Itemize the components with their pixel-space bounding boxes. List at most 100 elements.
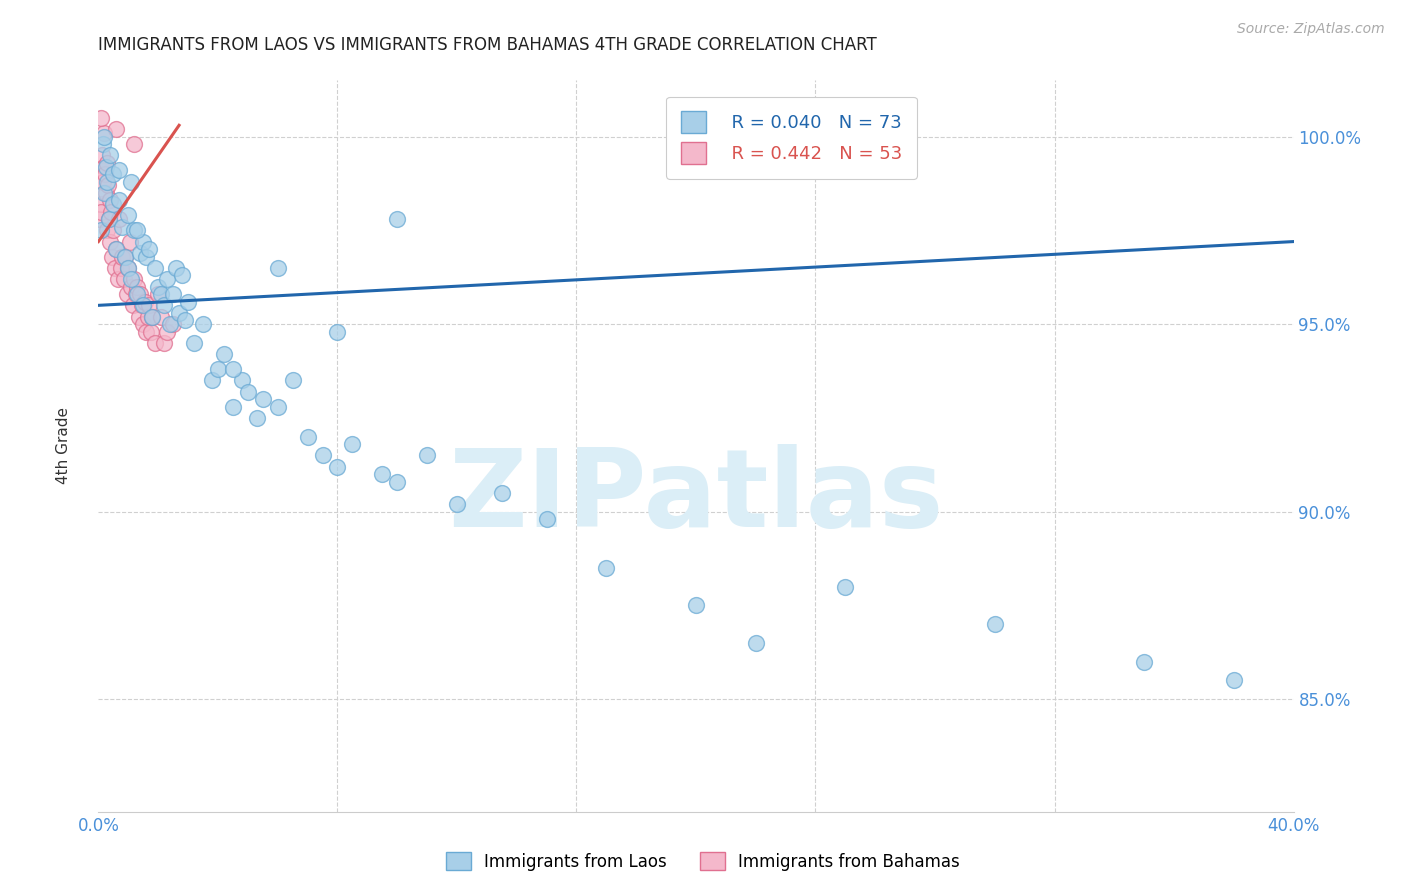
Point — [745, 636, 768, 650]
Point — [104, 260, 127, 275]
Point — [141, 310, 163, 324]
Point — [105, 242, 128, 256]
Legend:   R = 0.040   N = 73,   R = 0.442   N = 53: R = 0.040 N = 73, R = 0.442 N = 53 — [666, 96, 917, 178]
Point — [107, 272, 129, 286]
Point — [90, 223, 112, 237]
Point — [93, 129, 115, 144]
Point — [416, 449, 439, 463]
Point — [97, 178, 120, 193]
Point — [135, 325, 157, 339]
Point — [105, 242, 128, 256]
Point — [94, 167, 117, 181]
Point — [117, 260, 139, 275]
Point — [984, 617, 1007, 632]
Point — [281, 373, 304, 387]
Point — [162, 317, 184, 331]
Point — [139, 325, 162, 339]
Point — [267, 400, 290, 414]
Point — [1133, 655, 1156, 669]
Point — [385, 475, 409, 489]
Point — [222, 362, 245, 376]
Point — [103, 167, 125, 181]
Point — [172, 268, 194, 283]
Point — [148, 287, 170, 301]
Point — [131, 298, 153, 312]
Text: Source: ZipAtlas.com: Source: ZipAtlas.com — [1237, 22, 1385, 37]
Point — [177, 294, 200, 309]
Point — [595, 561, 617, 575]
Point — [212, 347, 235, 361]
Text: IMMIGRANTS FROM LAOS VS IMMIGRANTS FROM BAHAMAS 4TH GRADE CORRELATION CHART: IMMIGRANTS FROM LAOS VS IMMIGRANTS FROM … — [98, 36, 877, 54]
Point — [117, 260, 139, 275]
Point — [153, 298, 176, 312]
Point — [93, 160, 115, 174]
Point — [129, 287, 152, 301]
Point — [342, 437, 364, 451]
Point — [252, 392, 274, 406]
Point — [222, 400, 245, 414]
Point — [128, 310, 150, 324]
Point — [297, 429, 319, 443]
Point — [326, 325, 349, 339]
Point — [118, 235, 141, 249]
Point — [132, 235, 155, 249]
Point — [446, 497, 468, 511]
Point — [138, 298, 160, 312]
Point — [491, 486, 513, 500]
Point — [150, 310, 173, 324]
Point — [326, 459, 349, 474]
Point — [536, 512, 558, 526]
Point — [103, 223, 125, 237]
Point — [90, 111, 112, 125]
Text: ZIPatlas: ZIPatlas — [449, 444, 943, 550]
Point — [124, 223, 146, 237]
Point — [96, 175, 118, 189]
Point — [311, 449, 333, 463]
Point — [111, 219, 134, 234]
Point — [236, 384, 259, 399]
Point — [91, 175, 114, 189]
Point — [97, 212, 120, 227]
Point — [117, 208, 139, 222]
Point — [90, 204, 112, 219]
Legend: Immigrants from Laos, Immigrants from Bahamas: Immigrants from Laos, Immigrants from Ba… — [437, 844, 969, 880]
Point — [114, 250, 136, 264]
Point — [685, 599, 707, 613]
Point — [124, 272, 146, 286]
Point — [120, 272, 142, 286]
Point — [201, 373, 224, 387]
Point — [120, 279, 142, 293]
Point — [108, 163, 131, 178]
Point — [124, 136, 146, 151]
Point — [267, 260, 290, 275]
Point — [167, 306, 190, 320]
Point — [110, 260, 132, 275]
Point — [112, 272, 135, 286]
Point — [111, 250, 134, 264]
Point — [207, 362, 229, 376]
Point — [143, 335, 166, 350]
Point — [91, 148, 114, 162]
Point — [143, 260, 166, 275]
Point — [90, 197, 112, 211]
Point — [94, 160, 117, 174]
Point — [96, 156, 118, 170]
Point — [231, 373, 253, 387]
Point — [108, 212, 131, 227]
Point — [141, 310, 163, 324]
Point — [174, 313, 197, 327]
Point — [385, 212, 409, 227]
Point — [91, 136, 114, 151]
Point — [98, 194, 121, 208]
Point — [246, 410, 269, 425]
Point — [105, 122, 128, 136]
Point — [98, 148, 122, 162]
Point — [371, 467, 394, 482]
Point — [1223, 673, 1246, 688]
Point — [159, 317, 181, 331]
Point — [97, 212, 120, 227]
Point — [183, 335, 205, 350]
Point — [153, 335, 176, 350]
Point — [132, 317, 155, 331]
Point — [162, 287, 184, 301]
